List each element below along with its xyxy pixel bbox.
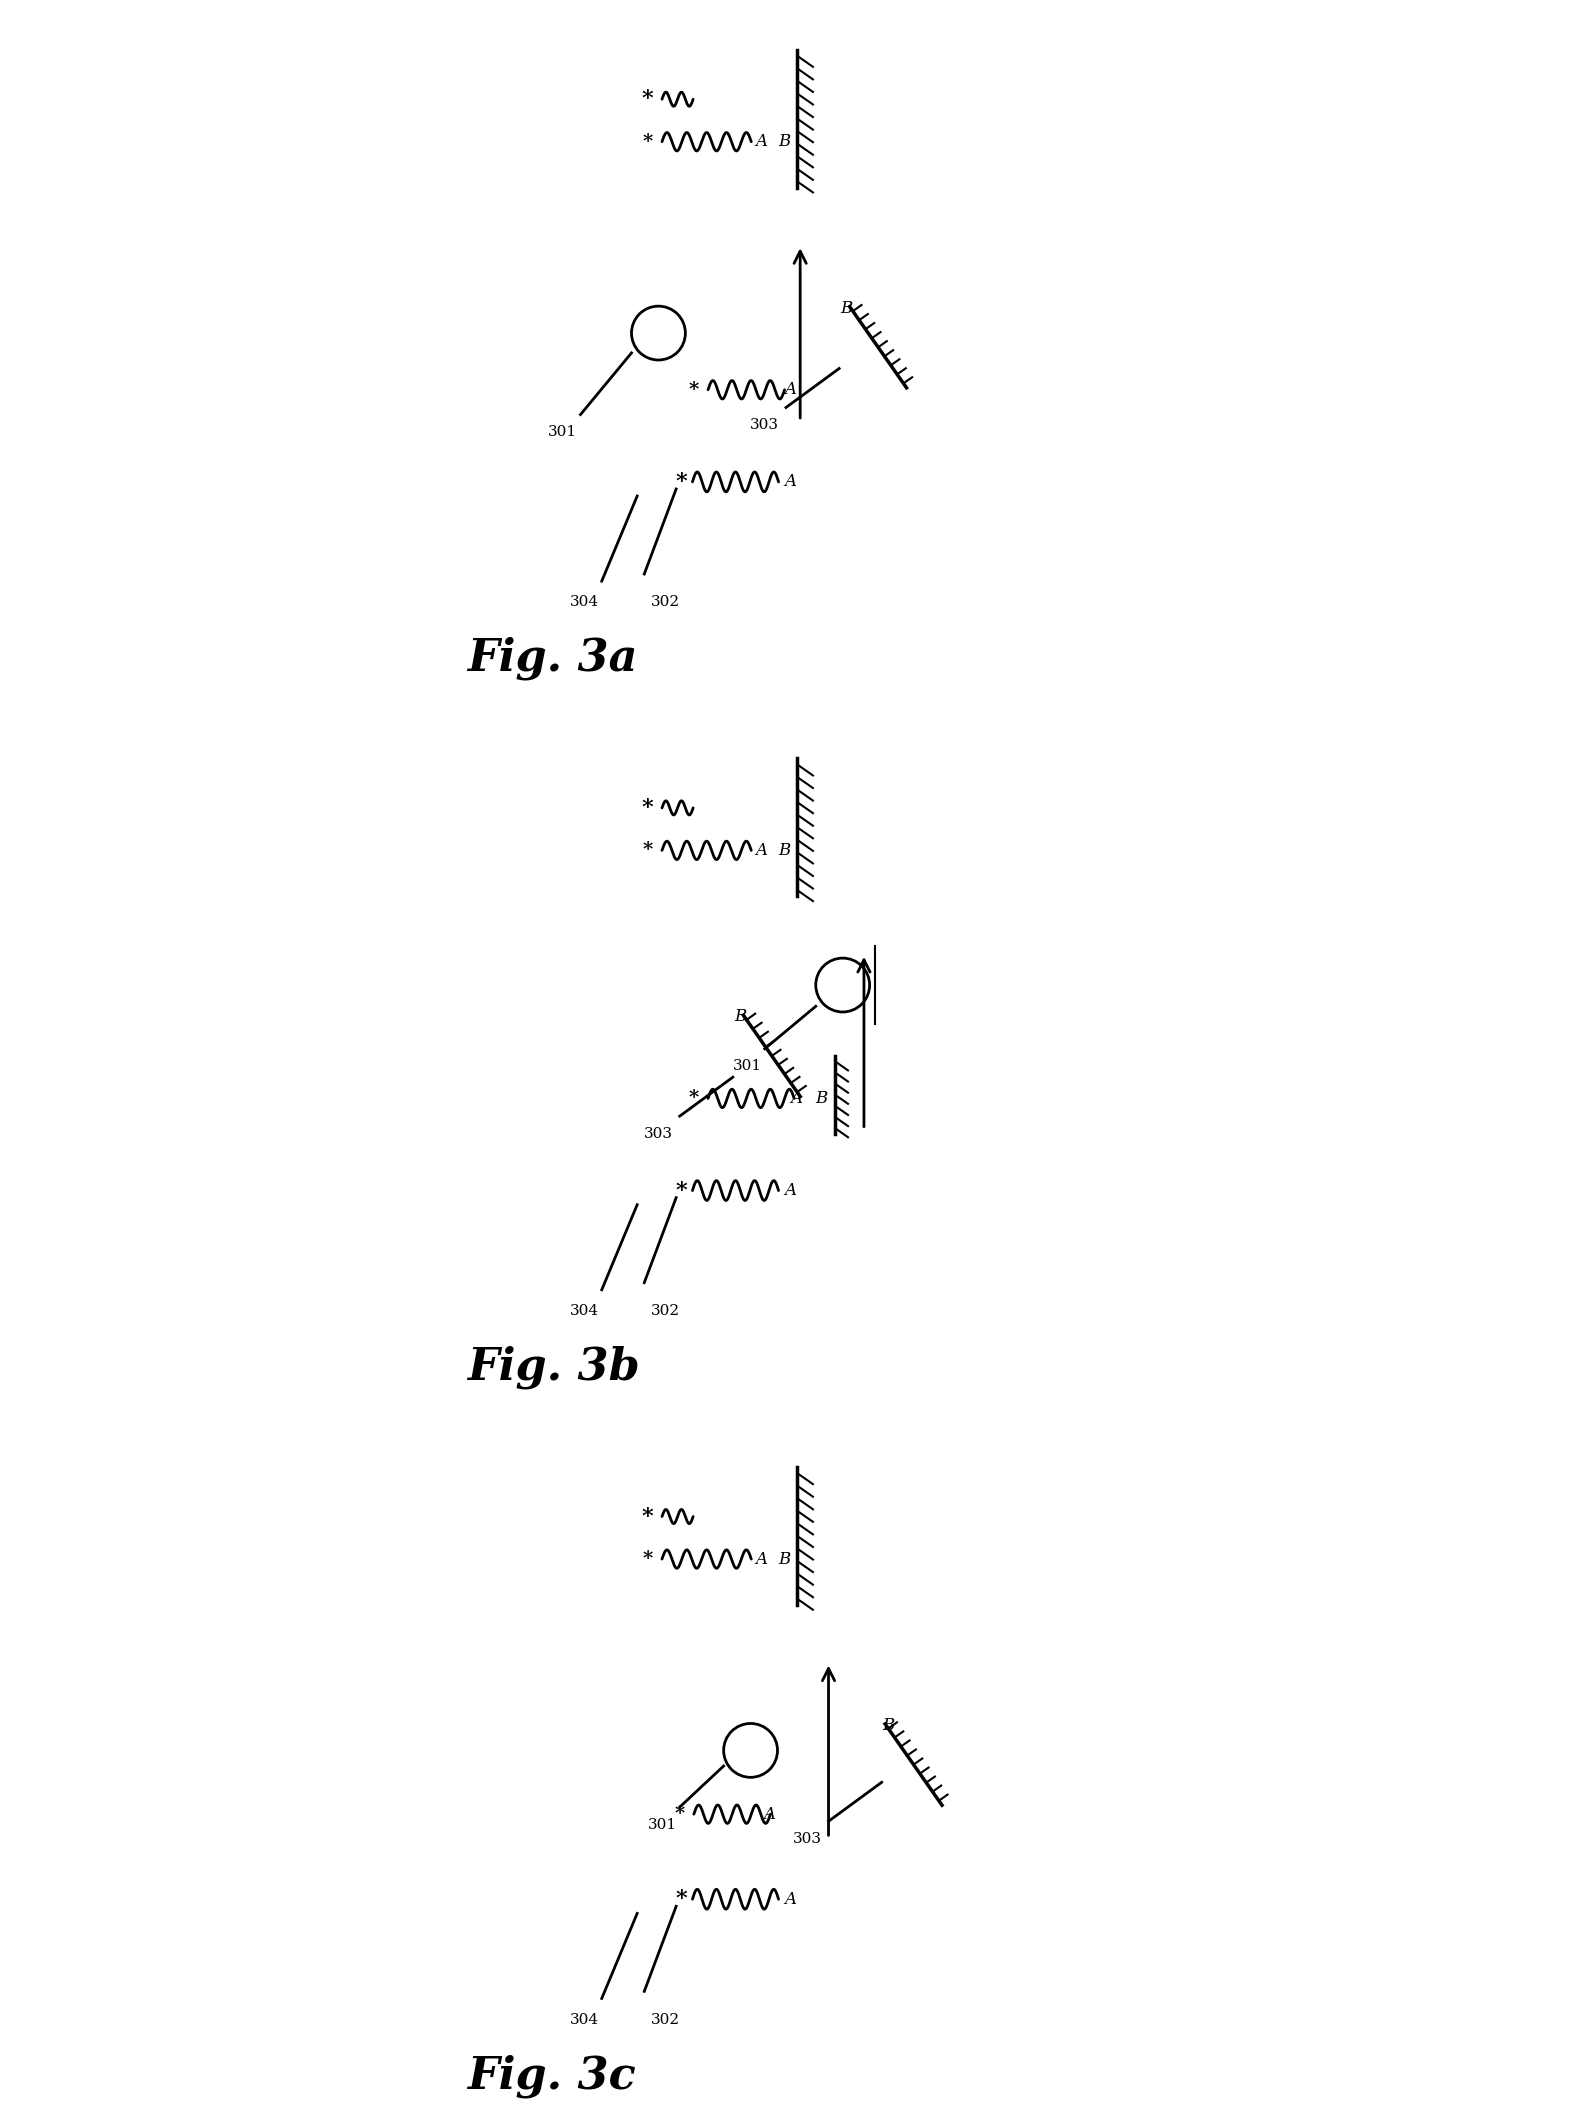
Text: 304: 304 xyxy=(569,1303,599,1318)
Text: *: * xyxy=(674,1805,685,1824)
Text: B: B xyxy=(778,842,791,859)
Text: *: * xyxy=(641,1505,654,1529)
Text: *: * xyxy=(641,87,654,111)
Text: A: A xyxy=(755,1550,767,1567)
Text: B: B xyxy=(816,1091,828,1108)
Text: B: B xyxy=(882,1718,894,1735)
Text: 301: 301 xyxy=(549,425,577,440)
Text: Fig. 3c: Fig. 3c xyxy=(467,2054,635,2098)
Text: 301: 301 xyxy=(648,1818,676,1833)
Text: 303: 303 xyxy=(645,1127,673,1142)
Text: *: * xyxy=(689,381,700,400)
Text: 301: 301 xyxy=(733,1059,761,1074)
Text: A: A xyxy=(784,474,797,491)
Text: 302: 302 xyxy=(651,1303,681,1318)
Text: A: A xyxy=(784,1182,797,1199)
Text: 304: 304 xyxy=(569,595,599,610)
Text: 302: 302 xyxy=(651,2013,681,2026)
Text: *: * xyxy=(641,797,654,819)
Text: A: A xyxy=(784,381,797,398)
Text: *: * xyxy=(643,132,652,151)
Text: *: * xyxy=(643,1550,652,1569)
Text: 302: 302 xyxy=(651,595,681,610)
Text: *: * xyxy=(643,842,652,859)
Text: *: * xyxy=(676,1180,687,1201)
Text: B: B xyxy=(734,1008,747,1025)
Text: B: B xyxy=(778,134,791,151)
Text: 303: 303 xyxy=(792,1833,822,1845)
Text: A: A xyxy=(755,134,767,151)
Text: A: A xyxy=(784,1890,797,1907)
Text: *: * xyxy=(676,470,687,493)
Text: Fig. 3b: Fig. 3b xyxy=(467,1346,640,1388)
Text: *: * xyxy=(676,1888,687,1911)
Text: A: A xyxy=(791,1091,803,1108)
Text: 303: 303 xyxy=(750,419,780,432)
Text: B: B xyxy=(839,300,852,317)
Text: A: A xyxy=(764,1805,775,1822)
Text: 304: 304 xyxy=(569,2013,599,2026)
Text: A: A xyxy=(755,842,767,859)
Text: B: B xyxy=(778,1550,791,1567)
Text: *: * xyxy=(689,1089,700,1108)
Text: Fig. 3a: Fig. 3a xyxy=(467,638,638,680)
